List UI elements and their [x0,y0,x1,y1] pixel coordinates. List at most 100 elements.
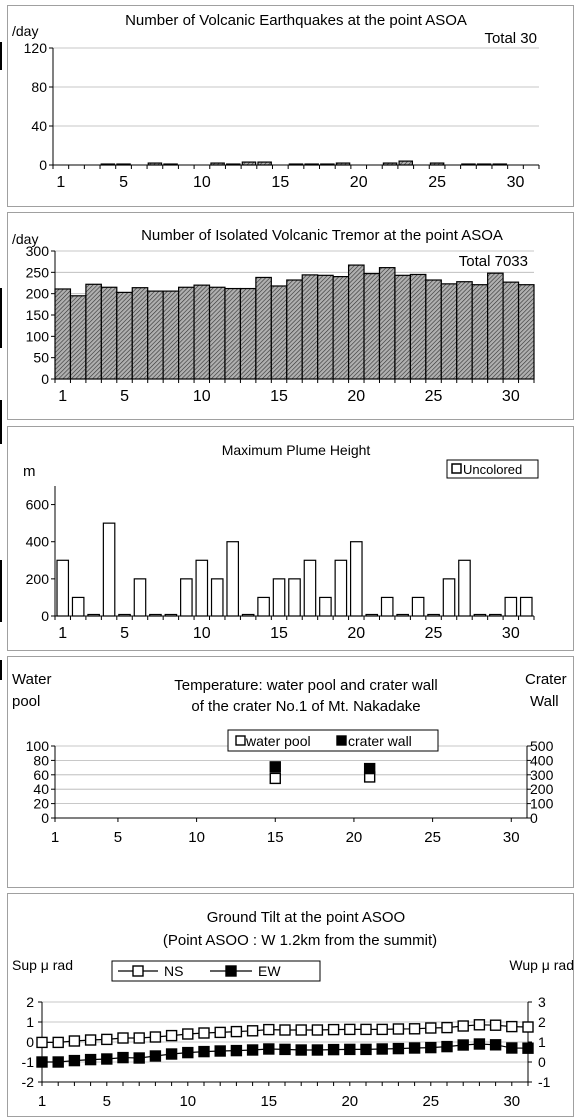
y-tick-label: 0 [39,157,47,173]
x-tick-label: 15 [267,829,284,846]
x-tick-label: 15 [260,1093,277,1110]
chart-title: Maximum Plume Height [222,442,371,458]
marker-ns [360,1023,372,1036]
marker-ns [84,1034,97,1046]
marker-ew [246,1044,259,1056]
marker-ns [117,1032,129,1044]
y-tick-label: 40 [33,781,49,797]
marker-ew [230,1044,243,1057]
marker-ew [84,1053,97,1066]
bar [226,163,241,166]
bar [239,287,257,380]
y-tick-label: 600 [26,497,50,513]
y-axis-right-label-line-2: Wall [530,693,559,710]
marker-ew [489,1039,502,1051]
marker-ew [52,1056,64,1068]
bar [71,596,85,617]
bar [319,596,332,617]
marker-ew [311,1044,324,1056]
marker-ns [311,1024,324,1036]
x-tick-label: 25 [428,174,446,191]
y-tick-label: 100 [26,328,50,344]
marker-ew [392,1042,405,1055]
y-tick-label-right: 400 [530,752,554,768]
bar [349,541,363,617]
y-tick-label: 200 [26,286,50,302]
y-tick-label: 120 [24,40,48,56]
bar [378,267,396,380]
bar [502,281,520,380]
marker-ns [279,1024,291,1036]
y-tick-label: -2 [22,1074,35,1090]
y-tick-label: 0 [41,371,49,387]
chart-title: Number of Volcanic Earthquakes at the po… [125,12,467,29]
marker-ew [441,1040,453,1053]
bar [456,281,473,380]
y-tick-label-right: -1 [538,1074,551,1090]
x-tick-label: 20 [347,388,365,405]
y-axis-label: /day [12,23,38,39]
bar [489,613,502,617]
marker-ew [117,1051,129,1064]
panel-frame-5 [7,893,574,1117]
bar [492,163,508,166]
bar [255,276,272,380]
legend-label-crater-wall: crater wall [348,733,412,749]
marker-ns [230,1025,243,1038]
y-axis-right-label-line-1: Crater [525,671,567,688]
bar [458,559,471,617]
marker-crater-wall [269,761,281,773]
bar [133,578,147,617]
legend-marker-ew [225,965,237,977]
x-tick-label: 5 [103,1093,111,1110]
bar [301,274,319,380]
bar [147,290,164,380]
y-axis-right-label: Wup μ rad [509,957,574,973]
marker-ns [327,1023,340,1036]
bar [163,163,178,166]
legend: water pool crater wall [227,729,439,752]
y-tick-label: 0 [41,608,49,624]
marker-ew [506,1042,518,1054]
bar [440,283,458,380]
marker-ew [68,1054,81,1067]
x-tick-label: 20 [347,625,365,642]
chart-title-line-2: of the crater No.1 of Mt. Nakadake [191,698,420,715]
x-tick-label: 1 [38,1093,46,1110]
marker-ns [425,1022,437,1034]
x-tick-label: 5 [114,829,122,846]
bar [241,161,257,166]
bar [257,161,272,166]
bar [411,596,425,617]
bar [54,288,72,380]
bar [193,284,211,380]
bar [304,163,319,166]
bar [272,578,286,617]
bar [85,283,102,380]
marker-ew [295,1044,307,1056]
bar [270,285,288,380]
y-tick-label: 40 [31,118,47,134]
bar [87,613,100,617]
y-axis-label-line-2: pool [12,693,40,710]
y-tick-label-right: 2 [538,1014,546,1030]
marker-ew [408,1042,421,1054]
y-tick-label: 50 [33,350,49,366]
bar [398,160,414,166]
bar [429,162,445,166]
bar [226,541,240,617]
marker-ns [182,1028,194,1040]
bar [335,162,351,166]
bar [487,272,504,380]
y-tick-label-right: 1 [538,1034,546,1050]
bar [394,274,411,380]
bar [147,162,163,166]
marker-ns [441,1021,453,1034]
legend: Uncolored [446,459,539,479]
bar [320,163,335,166]
y-tick-label-right: 0 [538,1054,546,1070]
y-tick-label: 80 [33,752,49,768]
x-tick-label: 10 [179,1093,196,1110]
